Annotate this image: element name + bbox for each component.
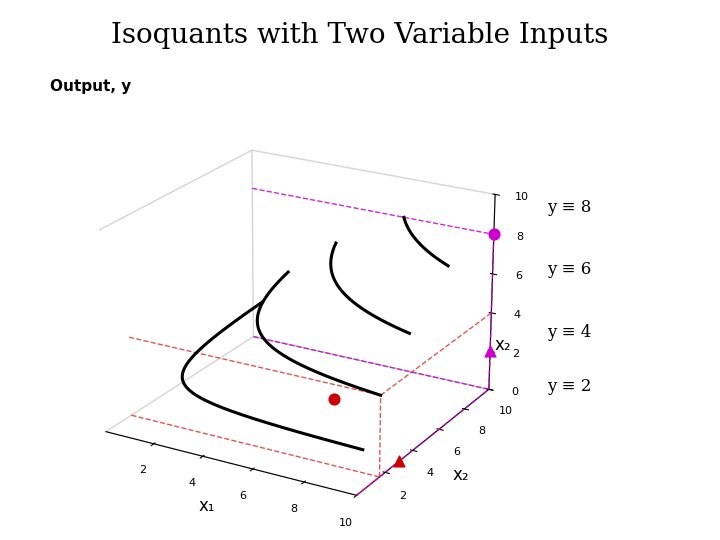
X-axis label: x₁: x₁: [198, 497, 215, 515]
Y-axis label: x₂: x₂: [453, 467, 469, 484]
Text: Isoquants with Two Variable Inputs: Isoquants with Two Variable Inputs: [112, 22, 608, 49]
Text: y ≡ 8: y ≡ 8: [547, 199, 592, 217]
Text: y ≡ 6: y ≡ 6: [547, 261, 591, 279]
Text: y ≡ 2: y ≡ 2: [547, 377, 592, 395]
Text: Output, y: Output, y: [50, 79, 132, 94]
Text: y ≡ 4: y ≡ 4: [547, 323, 592, 341]
